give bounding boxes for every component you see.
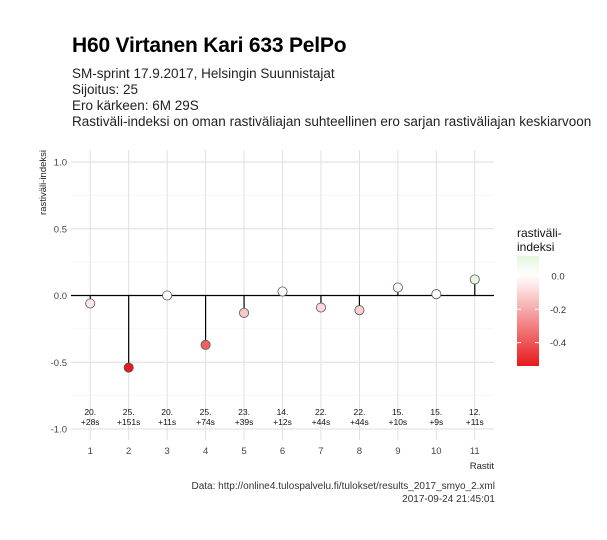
- data-marks: [71, 274, 494, 373]
- x-tick-label: 5: [241, 446, 246, 457]
- subtitle-description: Rastiväli-indeksi on oman rastiväliajan …: [72, 114, 592, 129]
- placement-label: 12.: [469, 407, 481, 417]
- placement-label: 15.: [392, 407, 404, 417]
- data-point: [200, 339, 211, 350]
- x-tick-label: 11: [470, 446, 480, 457]
- time-diff-label: +74s: [196, 417, 215, 427]
- x-tick-label: 3: [164, 446, 169, 457]
- legend-colorbar: [517, 256, 539, 366]
- placement-label: 23.: [238, 407, 250, 417]
- chart-title: H60 Virtanen Kari 633 PelPo: [72, 34, 347, 57]
- placement-label: 20.: [84, 407, 96, 417]
- y-axis-title: rastiväli-indeksi: [38, 150, 49, 215]
- subtitle-placement: Sijoitus: 25: [72, 82, 139, 97]
- time-diff-label: +11s: [466, 417, 484, 427]
- data-point: [239, 307, 250, 318]
- y-tick-label: -0.5: [51, 358, 67, 369]
- x-tick-label: 9: [395, 446, 400, 457]
- legend: rastiväli-indeksi 0.0 -0.2 -0.4: [517, 226, 566, 366]
- time-diff-label: +11s: [158, 417, 176, 427]
- placement-label: 20.: [161, 407, 173, 417]
- data-point: [354, 305, 365, 316]
- data-labels: 20.+28s25.+151s20.+11s25.+74s23.+39s14.+…: [81, 407, 484, 427]
- x-tick-label: 7: [318, 446, 323, 457]
- y-tick-label: 0.5: [54, 224, 67, 235]
- data-point: [469, 274, 480, 285]
- timestamp-caption: 2017-09-24 21:45:01: [402, 494, 495, 505]
- data-point: [431, 289, 442, 300]
- data-point: [123, 362, 134, 373]
- time-diff-label: +39s: [235, 417, 254, 427]
- time-diff-label: +10s: [389, 417, 408, 427]
- legend-title: indeksi: [517, 240, 554, 254]
- legend-title: rastiväli-: [517, 226, 562, 240]
- legend-tick-label: -0.2: [550, 305, 566, 316]
- data-point: [277, 286, 288, 297]
- legend-tick-label: -0.4: [550, 338, 566, 349]
- time-diff-label: +28s: [81, 417, 100, 427]
- time-diff-label: +9s: [429, 417, 443, 427]
- x-tick-label: 1: [88, 446, 93, 457]
- placement-label: 14.: [277, 407, 289, 417]
- subtitle-gap: Ero kärkeen: 6M 29S: [72, 98, 199, 113]
- time-diff-label: +44s: [312, 417, 331, 427]
- legend-tick-label: 0.0: [551, 272, 564, 283]
- data-point: [85, 298, 96, 309]
- x-axis-title: Rastit: [470, 461, 495, 472]
- y-tick-label: 0.0: [54, 291, 67, 302]
- x-tick-label: 4: [203, 446, 208, 457]
- time-diff-label: +151s: [117, 417, 140, 427]
- axes: -1.0 -0.5 0.0 0.5 1.0 1 2 3 4 5 6 7 8 9 10 11 Rastit rast…: [38, 150, 494, 472]
- placement-label: 22.: [353, 407, 365, 417]
- x-tick-label: 8: [357, 446, 362, 457]
- time-diff-label: +44s: [350, 417, 369, 427]
- x-tick-label: 2: [126, 446, 131, 457]
- time-diff-label: +12s: [273, 417, 292, 427]
- placement-label: 22.: [315, 407, 327, 417]
- x-tick-label: 10: [431, 446, 442, 457]
- data-point: [315, 302, 326, 313]
- subtitle-event: SM-sprint 17.9.2017, Helsingin Suunnista…: [72, 66, 335, 81]
- y-tick-label: 1.0: [54, 158, 67, 169]
- placement-label: 25.: [200, 407, 212, 417]
- data-point: [392, 282, 403, 293]
- placement-label: 15.: [430, 407, 442, 417]
- x-tick-label: 6: [280, 446, 285, 457]
- data-source-caption: Data: http://online4.tulospalvelu.fi/tul…: [191, 481, 495, 492]
- placement-label: 25.: [123, 407, 135, 417]
- y-tick-label: -1.0: [51, 425, 67, 436]
- data-point: [162, 290, 173, 301]
